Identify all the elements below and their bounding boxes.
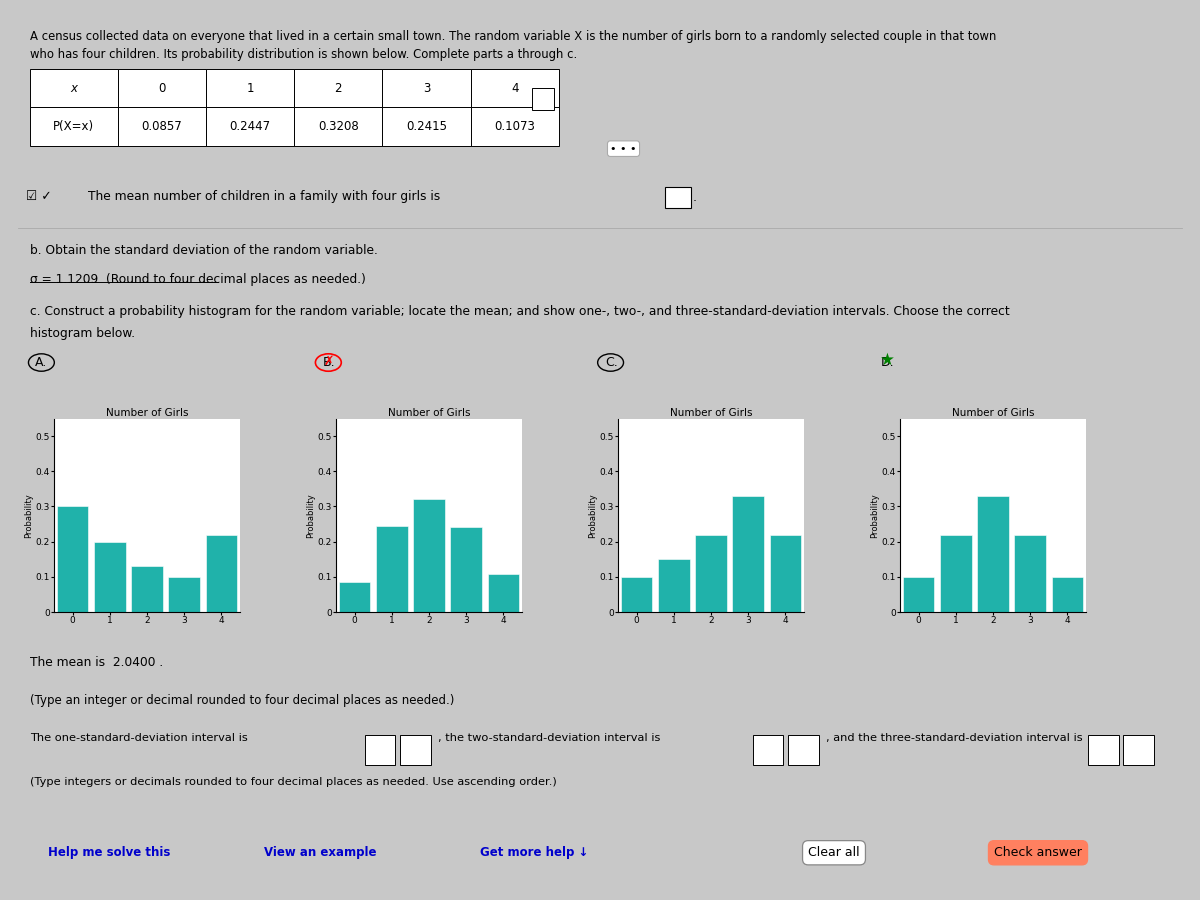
Text: 4: 4 bbox=[511, 82, 518, 95]
Text: 0.2415: 0.2415 bbox=[406, 120, 448, 133]
Bar bbox=[470, 107, 559, 146]
Text: The mean is  2.0400 .: The mean is 2.0400 . bbox=[30, 655, 163, 669]
Text: Get more help ↓: Get more help ↓ bbox=[480, 846, 588, 860]
Bar bbox=[118, 69, 206, 107]
Bar bbox=[383, 69, 470, 107]
Bar bbox=[376, 526, 408, 612]
Text: Help me solve this: Help me solve this bbox=[48, 846, 170, 860]
Text: 0: 0 bbox=[158, 82, 166, 95]
Text: x: x bbox=[71, 82, 77, 95]
Text: histogram below.: histogram below. bbox=[30, 327, 134, 340]
Bar bbox=[30, 69, 118, 107]
Bar bbox=[450, 526, 482, 612]
Bar bbox=[533, 87, 553, 110]
Bar bbox=[365, 734, 395, 765]
Bar bbox=[205, 535, 238, 612]
Bar bbox=[131, 566, 163, 612]
Bar bbox=[400, 734, 431, 765]
Text: 2: 2 bbox=[335, 82, 342, 95]
Bar bbox=[294, 107, 383, 146]
Text: c. Construct a probability histogram for the random variable; locate the mean; a: c. Construct a probability histogram for… bbox=[30, 305, 1009, 318]
Text: σ = 1.1209  (Round to four decimal places as needed.): σ = 1.1209 (Round to four decimal places… bbox=[30, 273, 366, 286]
Text: (Type an integer or decimal rounded to four decimal places as needed.): (Type an integer or decimal rounded to f… bbox=[30, 694, 454, 706]
Text: A census collected data on everyone that lived in a certain small town. The rand: A census collected data on everyone that… bbox=[30, 30, 996, 43]
Text: D.: D. bbox=[881, 356, 894, 369]
Text: B.: B. bbox=[323, 356, 336, 369]
Text: 0.2447: 0.2447 bbox=[229, 120, 271, 133]
Bar bbox=[487, 574, 520, 612]
Y-axis label: Probability: Probability bbox=[306, 493, 314, 537]
Text: 0.3208: 0.3208 bbox=[318, 120, 359, 133]
Text: 0.0857: 0.0857 bbox=[142, 120, 182, 133]
Bar bbox=[902, 577, 935, 612]
Bar bbox=[695, 535, 727, 612]
Bar bbox=[752, 734, 784, 765]
Text: b. Obtain the standard deviation of the random variable.: b. Obtain the standard deviation of the … bbox=[30, 244, 378, 256]
Bar bbox=[56, 507, 89, 612]
Bar bbox=[732, 496, 764, 612]
Text: View an example: View an example bbox=[264, 846, 377, 860]
Bar bbox=[1088, 734, 1118, 765]
Text: C.: C. bbox=[605, 356, 618, 369]
Text: P(X=x): P(X=x) bbox=[53, 120, 95, 133]
Bar bbox=[1123, 734, 1154, 765]
Text: ★: ★ bbox=[880, 351, 894, 369]
Text: , the two-standard-deviation interval is: , the two-standard-deviation interval is bbox=[438, 734, 664, 743]
Y-axis label: Probability: Probability bbox=[588, 493, 596, 537]
Text: .: . bbox=[692, 192, 697, 204]
Text: Check answer: Check answer bbox=[994, 846, 1082, 860]
Bar bbox=[665, 186, 690, 208]
Bar bbox=[94, 542, 126, 612]
Y-axis label: Probability: Probability bbox=[24, 493, 32, 537]
Bar bbox=[769, 535, 802, 612]
Bar bbox=[294, 69, 383, 107]
Title: Number of Girls: Number of Girls bbox=[952, 408, 1034, 418]
Title: Number of Girls: Number of Girls bbox=[106, 408, 188, 418]
Bar bbox=[118, 107, 206, 146]
Text: The mean number of children in a family with four girls is: The mean number of children in a family … bbox=[89, 190, 440, 203]
Bar bbox=[1014, 535, 1046, 612]
Bar bbox=[1051, 577, 1084, 612]
Bar bbox=[658, 559, 690, 612]
Bar bbox=[620, 577, 653, 612]
Text: 1: 1 bbox=[246, 82, 254, 95]
Y-axis label: Probability: Probability bbox=[870, 493, 878, 537]
Bar bbox=[206, 69, 294, 107]
Text: The one-standard-deviation interval is: The one-standard-deviation interval is bbox=[30, 734, 251, 743]
Bar bbox=[30, 107, 118, 146]
Text: 0.1073: 0.1073 bbox=[494, 120, 535, 133]
Text: (Type integers or decimals rounded to four decimal places as needed. Use ascendi: (Type integers or decimals rounded to fo… bbox=[30, 777, 557, 787]
Bar bbox=[206, 107, 294, 146]
Text: • • •: • • • bbox=[611, 144, 637, 154]
Bar bbox=[940, 535, 972, 612]
Text: who has four children. Its probability distribution is shown below. Complete par: who has four children. Its probability d… bbox=[30, 48, 577, 61]
Title: Number of Girls: Number of Girls bbox=[670, 408, 752, 418]
Bar bbox=[168, 577, 200, 612]
Text: ☑ ✓: ☑ ✓ bbox=[26, 190, 52, 203]
Text: , and the three-standard-deviation interval is: , and the three-standard-deviation inter… bbox=[826, 734, 1086, 743]
Bar bbox=[338, 582, 371, 612]
Text: 3: 3 bbox=[422, 82, 431, 95]
Bar bbox=[788, 734, 818, 765]
Text: A.: A. bbox=[35, 356, 47, 369]
Text: Clear all: Clear all bbox=[808, 846, 860, 860]
Title: Number of Girls: Number of Girls bbox=[388, 408, 470, 418]
Bar bbox=[383, 107, 470, 146]
Bar bbox=[470, 69, 559, 107]
Bar bbox=[977, 496, 1009, 612]
Bar bbox=[413, 500, 445, 612]
Text: ✗: ✗ bbox=[323, 355, 334, 367]
